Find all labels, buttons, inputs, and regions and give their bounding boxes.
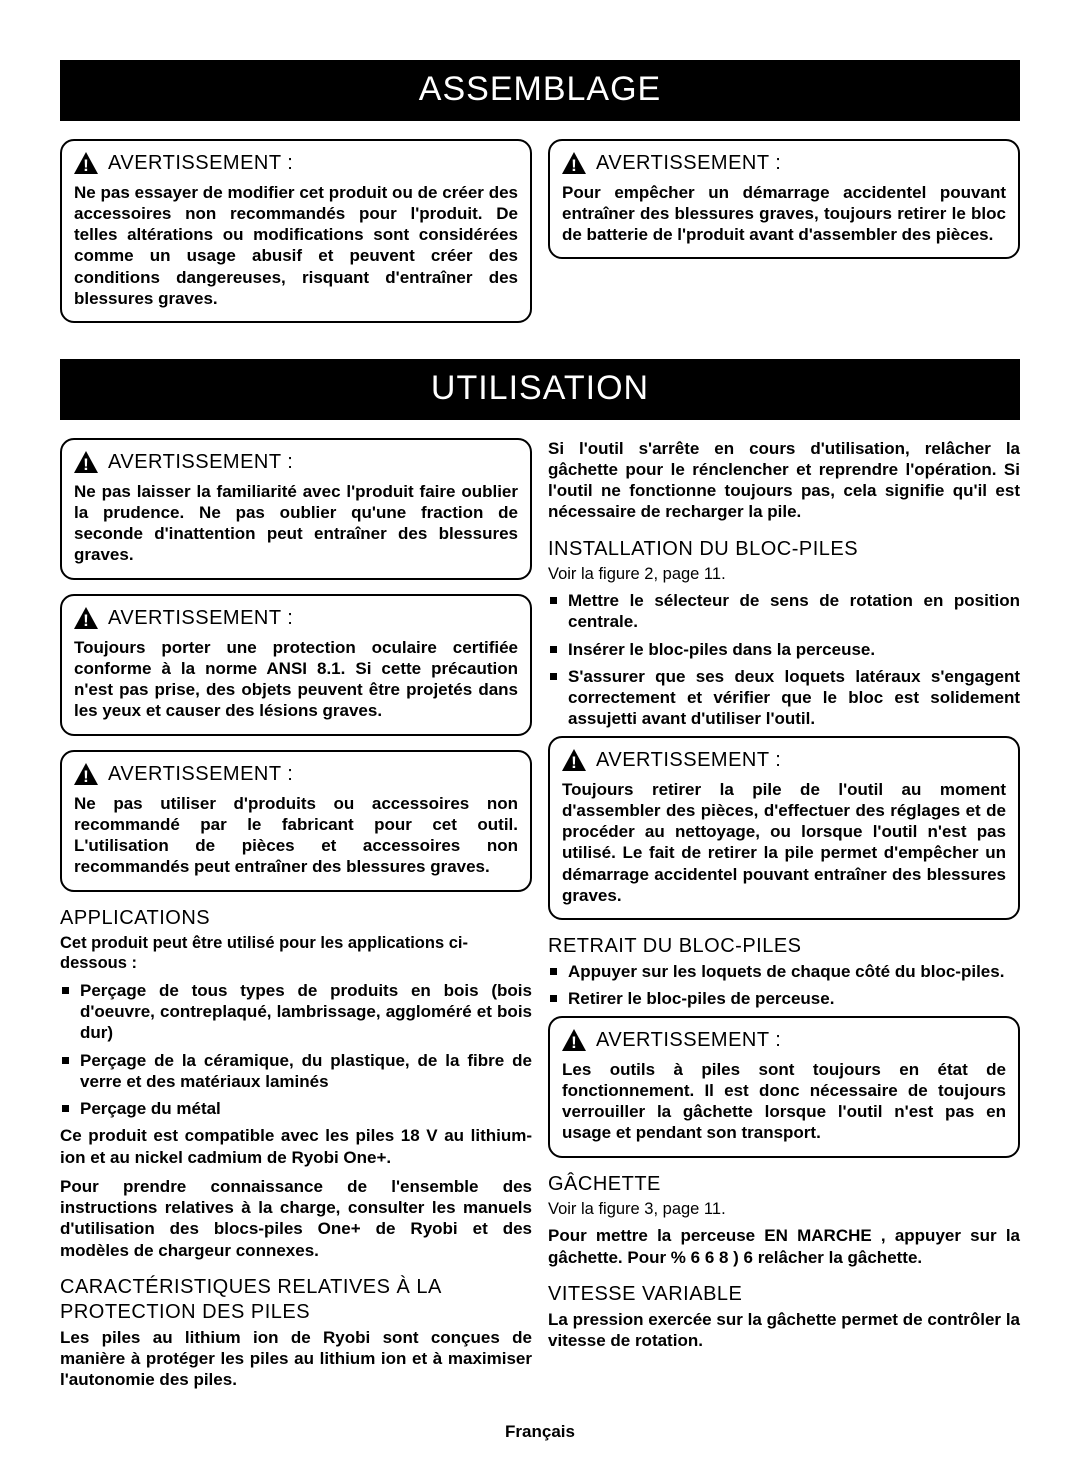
list-item: S'assurer que ses deux loquets latéraux …	[568, 666, 1020, 730]
install-figure-ref: Voir la figure 2, page 11.	[548, 564, 1020, 585]
list-item: Perçage du métal	[80, 1098, 532, 1119]
svg-text:!: !	[83, 156, 89, 174]
warning-text: Les outils à piles sont toujours en état…	[562, 1059, 1006, 1144]
compat-text: Ce produit est compatible avec les piles…	[60, 1125, 532, 1168]
warning-text: Toujours porter une protection oculaire …	[74, 637, 518, 722]
section-heading-speed: VITESSE VARIABLE	[548, 1282, 1020, 1307]
svg-text:!: !	[83, 611, 89, 629]
warning-text: Pour empêcher un démarrage accidentel po…	[562, 182, 1006, 246]
trigger-text: Pour mettre la perceuse EN MARCHE , appu…	[548, 1225, 1020, 1268]
section-heading-remove: RETRAIT DU BLOC-PILES	[548, 934, 1020, 959]
assemblage-columns: ! AVERTISSEMENT : Ne pas essayer de modi…	[60, 139, 1020, 338]
warning-icon: !	[562, 1029, 586, 1051]
banner-assemblage: ASSEMBLAGE	[60, 60, 1020, 121]
warning-text: Ne pas laisser la familiarité avec l'pro…	[74, 481, 518, 566]
warning-box: ! AVERTISSEMENT : Ne pas essayer de modi…	[60, 139, 532, 324]
svg-text:!: !	[571, 156, 577, 174]
remove-list: Appuyer sur les loquets de chaque côté d…	[548, 961, 1020, 1010]
warning-label: AVERTISSEMENT :	[596, 151, 781, 176]
warning-icon: !	[74, 763, 98, 785]
warning-box: ! AVERTISSEMENT : Toujours porter une pr…	[60, 594, 532, 736]
applications-intro: Cet produit peut être utilisé pour les a…	[60, 933, 532, 974]
warning-label: AVERTISSEMENT :	[108, 762, 293, 787]
section-heading-trigger: GÂCHETTE	[548, 1172, 1020, 1197]
section-heading-battery-protection: CARACTÉRISTIQUES RELATIVES À LA PROTECTI…	[60, 1275, 532, 1325]
warning-label: AVERTISSEMENT :	[108, 450, 293, 475]
warning-icon: !	[562, 152, 586, 174]
svg-text:!: !	[571, 1033, 577, 1051]
warning-text: Toujours retirer la pile de l'outil au m…	[562, 779, 1006, 907]
warning-text: Ne pas utiliser d'produits ou accessoire…	[74, 793, 518, 878]
warning-icon: !	[74, 451, 98, 473]
warning-box: ! AVERTISSEMENT : Pour empêcher un démar…	[548, 139, 1020, 260]
applications-list: Perçage de tous types de produits en boi…	[60, 980, 532, 1120]
svg-text:!: !	[83, 767, 89, 785]
warning-box: ! AVERTISSEMENT : Les outils à piles son…	[548, 1016, 1020, 1158]
list-item: Mettre le sélecteur de sens de rotation …	[568, 590, 1020, 633]
page-footer: Français	[60, 1421, 1020, 1442]
utilisation-columns: ! AVERTISSEMENT : Ne pas laisser la fami…	[60, 438, 1020, 1399]
section-heading-applications: APPLICATIONS	[60, 906, 532, 931]
svg-text:!: !	[571, 753, 577, 771]
warning-label: AVERTISSEMENT :	[108, 151, 293, 176]
warning-label: AVERTISSEMENT :	[596, 748, 781, 773]
list-item: Perçage de la céramique, du plastique, d…	[80, 1050, 532, 1093]
list-item: Perçage de tous types de produits en boi…	[80, 980, 532, 1044]
warning-icon: !	[74, 152, 98, 174]
battery-protection-text: Les piles au lithium ion de Ryobi sont c…	[60, 1327, 532, 1391]
speed-text: La pression exercée sur la gâchette perm…	[548, 1309, 1020, 1352]
warning-icon: !	[74, 607, 98, 629]
warning-text: Ne pas essayer de modifier cet produit o…	[74, 182, 518, 310]
section-heading-install: INSTALLATION DU BLOC-PILES	[548, 537, 1020, 562]
banner-utilisation: UTILISATION	[60, 359, 1020, 420]
list-item: Retirer le bloc-piles de perceuse.	[568, 988, 1020, 1009]
warning-label: AVERTISSEMENT :	[108, 606, 293, 631]
manuals-text: Pour prendre connaissance de l'ensemble …	[60, 1176, 532, 1261]
warning-box: ! AVERTISSEMENT : Ne pas laisser la fami…	[60, 438, 532, 580]
warning-box: ! AVERTISSEMENT : Ne pas utiliser d'prod…	[60, 750, 532, 892]
list-item: Appuyer sur les loquets de chaque côté d…	[568, 961, 1020, 982]
svg-text:!: !	[83, 455, 89, 473]
warning-icon: !	[562, 749, 586, 771]
list-item: Insérer le bloc-piles dans la perceuse.	[568, 639, 1020, 660]
warning-label: AVERTISSEMENT :	[596, 1028, 781, 1053]
restart-text: Si l'outil s'arrête en cours d'utilisati…	[548, 438, 1020, 523]
warning-box: ! AVERTISSEMENT : Toujours retirer la pi…	[548, 736, 1020, 921]
install-list: Mettre le sélecteur de sens de rotation …	[548, 590, 1020, 730]
trigger-figure-ref: Voir la figure 3, page 11.	[548, 1199, 1020, 1220]
